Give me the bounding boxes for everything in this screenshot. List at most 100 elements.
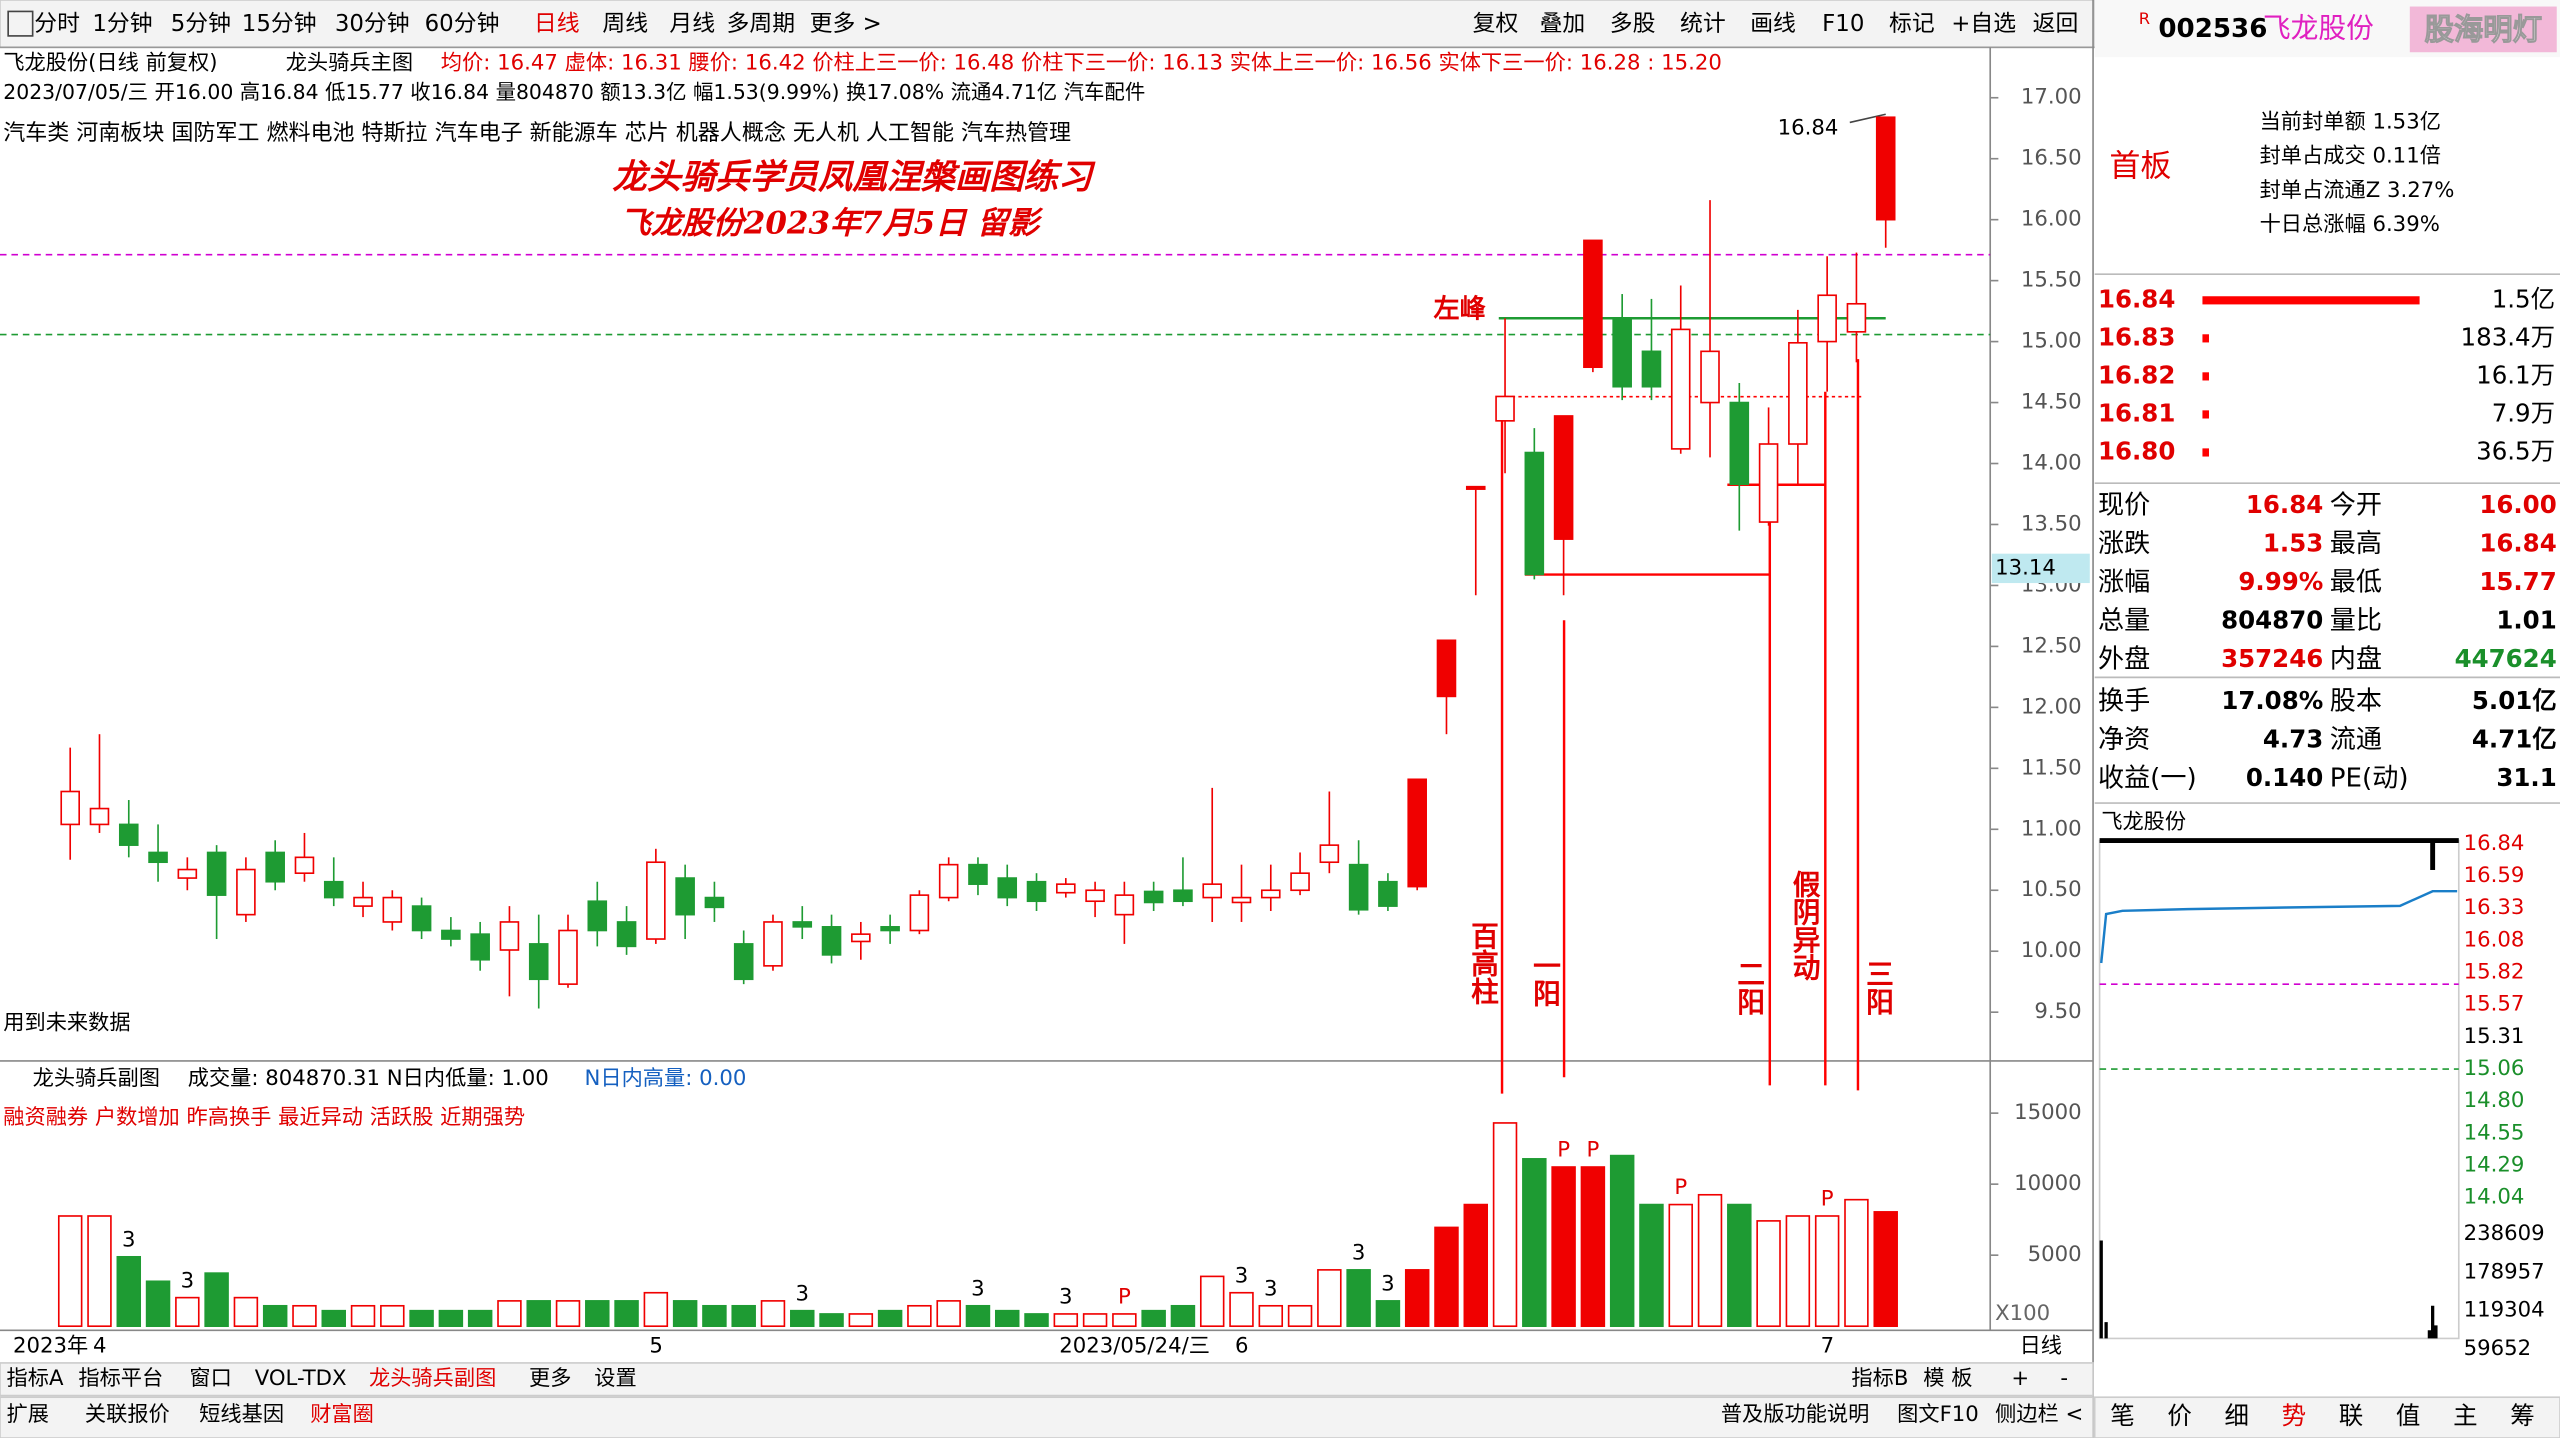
bottom-button[interactable]: 扩展 <box>7 1402 49 1427</box>
mini-label: 15.31 <box>2464 1024 2525 1049</box>
book-volume: 1.5亿 <box>2492 284 2555 313</box>
toolbar-button[interactable]: 1分钟 <box>92 11 152 37</box>
candle-body <box>1173 889 1193 903</box>
candle-body <box>704 896 725 909</box>
sub-high: N日内高量: 0.00 <box>584 1066 746 1091</box>
side-tab[interactable]: 筹 <box>2510 1401 2534 1430</box>
side-tab[interactable]: 细 <box>2224 1401 2248 1430</box>
side-tab[interactable]: 联 <box>2339 1401 2363 1430</box>
mini-label: 15.57 <box>2464 992 2525 1017</box>
candle-body <box>851 933 871 943</box>
y-tick-label: 16.00 <box>2021 207 2082 232</box>
candle-body <box>1085 889 1105 903</box>
quote-label: 最高 <box>2330 529 2382 559</box>
y-tick-label: 14.50 <box>2021 390 2082 415</box>
y-tick-label: 15.50 <box>2021 268 2082 293</box>
tab[interactable]: 模 板 <box>1923 1366 1972 1391</box>
brand: 股海明灯 <box>2425 13 2543 47</box>
candle-body <box>1202 883 1223 899</box>
candle-body <box>1319 844 1340 864</box>
volume-signal: P <box>1118 1285 1131 1310</box>
toolbar-button[interactable]: 统计 <box>1680 11 1726 37</box>
candle-body <box>1875 116 1896 221</box>
book-volume: 7.9万 <box>2492 398 2555 427</box>
bottom-button[interactable]: 财富圈 <box>310 1402 374 1427</box>
toolbar-button[interactable]: +自选 <box>1951 11 2016 37</box>
side-tab[interactable]: 主 <box>2453 1401 2477 1430</box>
quote-value: 9.99% <box>2238 567 2323 596</box>
tab[interactable]: 窗口 <box>189 1366 231 1391</box>
candle-body <box>528 943 549 981</box>
x-tick-label: 7 <box>1821 1334 1835 1359</box>
toolbar-button[interactable]: 60分钟 <box>425 11 500 37</box>
overlay-subtitle: 飞龙股份2023年7月5日 留影 <box>620 206 1044 242</box>
tab[interactable]: - <box>2060 1366 2068 1391</box>
candle-body <box>1436 639 1457 698</box>
bottom-button[interactable]: 侧边栏 < <box>1995 1402 2083 1427</box>
quote-label: 涨跌 <box>2098 529 2150 559</box>
volume-bar <box>1404 1269 1430 1328</box>
tab[interactable]: 指标B <box>1851 1366 1908 1391</box>
volume-bar <box>1727 1203 1752 1328</box>
side-tab[interactable]: 势 <box>2282 1401 2306 1430</box>
bottom-button[interactable]: 关联报价 <box>85 1402 170 1427</box>
volume-signal: 3 <box>181 1268 195 1293</box>
toolbar-button[interactable]: 日线 <box>534 11 580 37</box>
volume-bar <box>1580 1166 1606 1328</box>
tab[interactable]: 指标平台 <box>78 1366 163 1391</box>
tab[interactable]: + <box>2011 1366 2029 1391</box>
bottom-button[interactable]: 普及版功能说明 <box>1721 1402 1870 1427</box>
book-price: 16.80 <box>2098 436 2175 465</box>
candle-body <box>60 790 80 826</box>
toolbar-button[interactable]: 更多 > <box>810 11 882 37</box>
book-bar <box>2202 448 2209 457</box>
side-tab[interactable]: 值 <box>2396 1401 2420 1430</box>
toolbar-button[interactable]: 5分钟 <box>171 11 231 37</box>
y-tick-label: 15.00 <box>2021 329 2082 354</box>
bottom-button[interactable]: 短线基因 <box>199 1402 284 1427</box>
tab[interactable]: VOL-TDX <box>255 1366 347 1391</box>
volume-bar <box>965 1304 991 1328</box>
toolbar-button[interactable]: 周线 <box>602 11 648 37</box>
volume-bar <box>1053 1313 1079 1328</box>
bottom-button[interactable]: 图文F10 <box>1897 1402 1979 1427</box>
stock-title: 飞龙股份(日线 前复权) <box>3 51 217 76</box>
toolbar-button[interactable]: 标记 <box>1889 11 1935 37</box>
toolbar-button[interactable]: 画线 <box>1750 11 1796 37</box>
toolbar-button[interactable]: 叠加 <box>1540 11 1586 37</box>
mini-vol-label: 178957 <box>2464 1259 2545 1284</box>
toolbar-button[interactable]: 30分钟 <box>335 11 410 37</box>
note: 百高柱 <box>1466 921 1499 1005</box>
toolbar-button[interactable]: 分时 <box>34 11 80 37</box>
tab[interactable]: 指标A <box>7 1366 64 1391</box>
volume-bar <box>116 1255 142 1328</box>
toolbar-button[interactable]: 月线 <box>669 11 715 37</box>
quote-value: 4.71亿 <box>2472 724 2557 753</box>
tab[interactable]: 龙头骑兵副图 <box>369 1366 496 1391</box>
candle-body <box>1290 872 1310 892</box>
toolbar-button[interactable]: 多股 <box>1610 11 1656 37</box>
volume-bar <box>57 1215 83 1328</box>
code: 002536 <box>2158 14 2267 44</box>
volume-bar <box>760 1300 786 1328</box>
candle-body <box>792 921 813 928</box>
candle-body <box>821 926 842 956</box>
x-tick-label: 6 <box>1235 1334 1249 1359</box>
side-tab[interactable]: 笔 <box>2110 1401 2134 1430</box>
y-tick-label: 11.50 <box>2021 755 2082 780</box>
volume-bar <box>1317 1269 1342 1328</box>
toolbar-button[interactable]: 返回 <box>2033 11 2079 37</box>
toolbar-button[interactable]: 15分钟 <box>242 11 317 37</box>
name: 飞龙股份 <box>2263 11 2374 44</box>
volume-signal: 3 <box>1264 1276 1278 1301</box>
candle-body <box>1700 350 1720 404</box>
toolbar-button[interactable]: 复权 <box>1473 11 1519 37</box>
tab[interactable]: 设置 <box>594 1366 636 1391</box>
candle-body <box>1583 239 1603 369</box>
side-tab[interactable]: 价 <box>2167 1401 2191 1430</box>
toolbar-button[interactable]: 多周期 <box>727 11 796 37</box>
quote-label: 内盘 <box>2330 645 2382 675</box>
tab[interactable]: 更多 <box>529 1366 571 1391</box>
toolbar-button[interactable]: F10 <box>1822 11 1864 37</box>
candle-body <box>763 921 783 967</box>
